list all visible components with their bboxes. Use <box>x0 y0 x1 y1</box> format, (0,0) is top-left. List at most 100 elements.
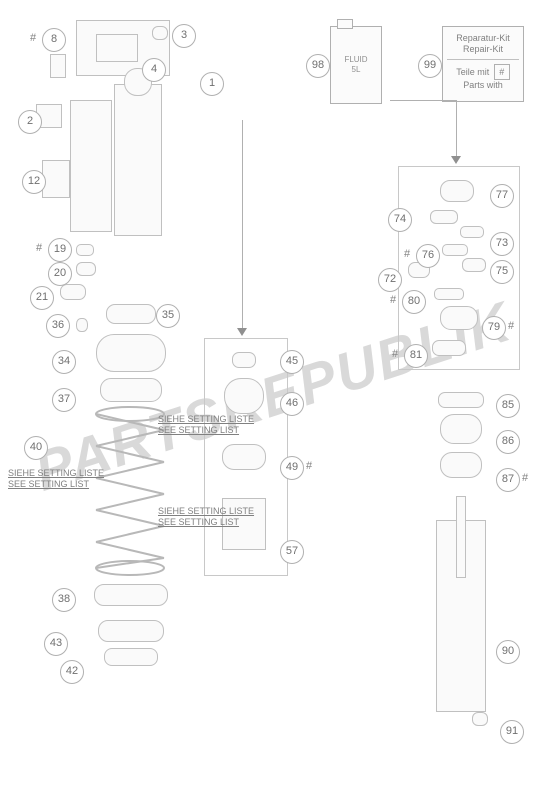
callout-79: 79 <box>482 316 506 340</box>
fluid-can-cap <box>337 19 353 29</box>
callout-72: 72 <box>378 268 402 292</box>
setting-line1: SIEHE SETTING LISTE <box>8 468 104 478</box>
callout-2: 2 <box>18 110 42 134</box>
callout-1: 1 <box>200 72 224 96</box>
reservoir-body <box>70 100 112 232</box>
piston-49 <box>222 444 266 470</box>
connector-line <box>242 120 243 330</box>
bump-86 <box>440 414 482 444</box>
hash-49: # <box>306 460 312 472</box>
callout-75: 75 <box>490 260 514 284</box>
ring-87 <box>440 452 482 478</box>
ring-81 <box>432 340 466 356</box>
callout-42: 42 <box>60 660 84 684</box>
callout-76: 76 <box>416 244 440 268</box>
callout-87: 87 <box>496 468 520 492</box>
spring-40 <box>94 406 166 576</box>
arrowhead <box>451 156 461 164</box>
hash-80: # <box>390 294 396 306</box>
screw-8 <box>50 54 66 78</box>
ring-80 <box>434 288 464 300</box>
fluid-label-2: 5L <box>352 65 361 74</box>
plug-91 <box>472 712 488 726</box>
ring-73 <box>460 226 484 238</box>
hash-19: # <box>36 242 42 254</box>
setting-line2: SEE SETTING LIST <box>8 479 89 489</box>
repairkit-line3: Teile mit <box>456 67 489 77</box>
adjust-ring-34 <box>96 334 166 372</box>
callout-35: 35 <box>156 304 180 328</box>
hash-87: # <box>522 472 528 484</box>
plug-3 <box>152 26 168 40</box>
callout-38: 38 <box>52 588 76 612</box>
hash-81: # <box>392 348 398 360</box>
repairkit-line2: Repair-Kit <box>463 44 503 54</box>
repairkit-line4: Parts with <box>463 80 503 90</box>
connector-line <box>456 100 457 158</box>
seal-46 <box>224 378 264 414</box>
oring-19 <box>76 244 94 256</box>
hash-8: # <box>30 32 36 44</box>
callout-19: 19 <box>48 238 72 262</box>
callout-49: 49 <box>280 456 304 480</box>
callout-37: 37 <box>52 388 76 412</box>
seal-79 <box>440 306 478 330</box>
callout-20: 20 <box>48 262 72 286</box>
callout-46: 46 <box>280 392 304 416</box>
lock-cap-35 <box>106 304 156 324</box>
callout-57: 57 <box>280 540 304 564</box>
washer-76 <box>442 244 468 256</box>
hash-76: # <box>404 248 410 260</box>
nut-45 <box>232 352 256 368</box>
shaft-rod <box>456 496 466 578</box>
cap-21 <box>60 284 86 300</box>
callout-34: 34 <box>52 350 76 374</box>
callout-81: 81 <box>404 344 428 368</box>
callout-77: 77 <box>490 184 514 208</box>
fluid-can: FLUID 5L <box>330 26 382 104</box>
callout-99: 99 <box>418 54 442 78</box>
setting-line2: SEE SETTING LIST <box>158 517 239 527</box>
callout-98: 98 <box>306 54 330 78</box>
callout-73: 73 <box>490 232 514 256</box>
callout-4: 4 <box>142 58 166 82</box>
setting-line2: SEE SETTING LIST <box>158 425 239 435</box>
cap-77 <box>440 180 474 202</box>
arrowhead <box>237 328 247 336</box>
callout-3: 3 <box>172 24 196 48</box>
callout-12: 12 <box>22 170 46 194</box>
seal-stack-4 <box>96 34 138 62</box>
setting-list-label: SIEHE SETTING LISTESEE SETTING LIST <box>8 468 104 490</box>
callout-43: 43 <box>44 632 68 656</box>
ring-74 <box>430 210 458 224</box>
setting-line1: SIEHE SETTING LISTE <box>158 414 254 424</box>
oring-42 <box>104 648 158 666</box>
callout-91: 91 <box>500 720 524 744</box>
setting-list-label: SIEHE SETTING LISTESEE SETTING LIST <box>158 414 254 436</box>
hash-79: # <box>508 320 514 332</box>
callout-86: 86 <box>496 430 520 454</box>
callout-80: 80 <box>402 290 426 314</box>
connector-line <box>390 100 457 101</box>
bush-75 <box>462 258 486 272</box>
callout-85: 85 <box>496 394 520 418</box>
repairkit-line1: Reparatur-Kit <box>456 33 510 43</box>
callout-36: 36 <box>46 314 70 338</box>
pin-36 <box>76 318 88 332</box>
collar-37 <box>100 378 162 402</box>
callout-21: 21 <box>30 286 54 310</box>
repairkit-divider <box>447 59 519 60</box>
callout-90: 90 <box>496 640 520 664</box>
ring-85 <box>438 392 484 408</box>
ring-43 <box>98 620 164 642</box>
main-cylinder <box>114 84 162 236</box>
callout-8: 8 <box>42 28 66 52</box>
repair-kit-box: Reparatur-Kit Repair-Kit Teile mit # Par… <box>442 26 524 102</box>
setting-list-label: SIEHE SETTING LISTESEE SETTING LIST <box>158 506 254 528</box>
fluid-label-1: FLUID <box>344 55 367 64</box>
fluid-can-label: FLUID 5L <box>344 55 367 75</box>
callout-40: 40 <box>24 436 48 460</box>
nut-20 <box>76 262 96 276</box>
washer-38 <box>94 584 168 606</box>
repairkit-hashbox: # <box>494 64 510 80</box>
